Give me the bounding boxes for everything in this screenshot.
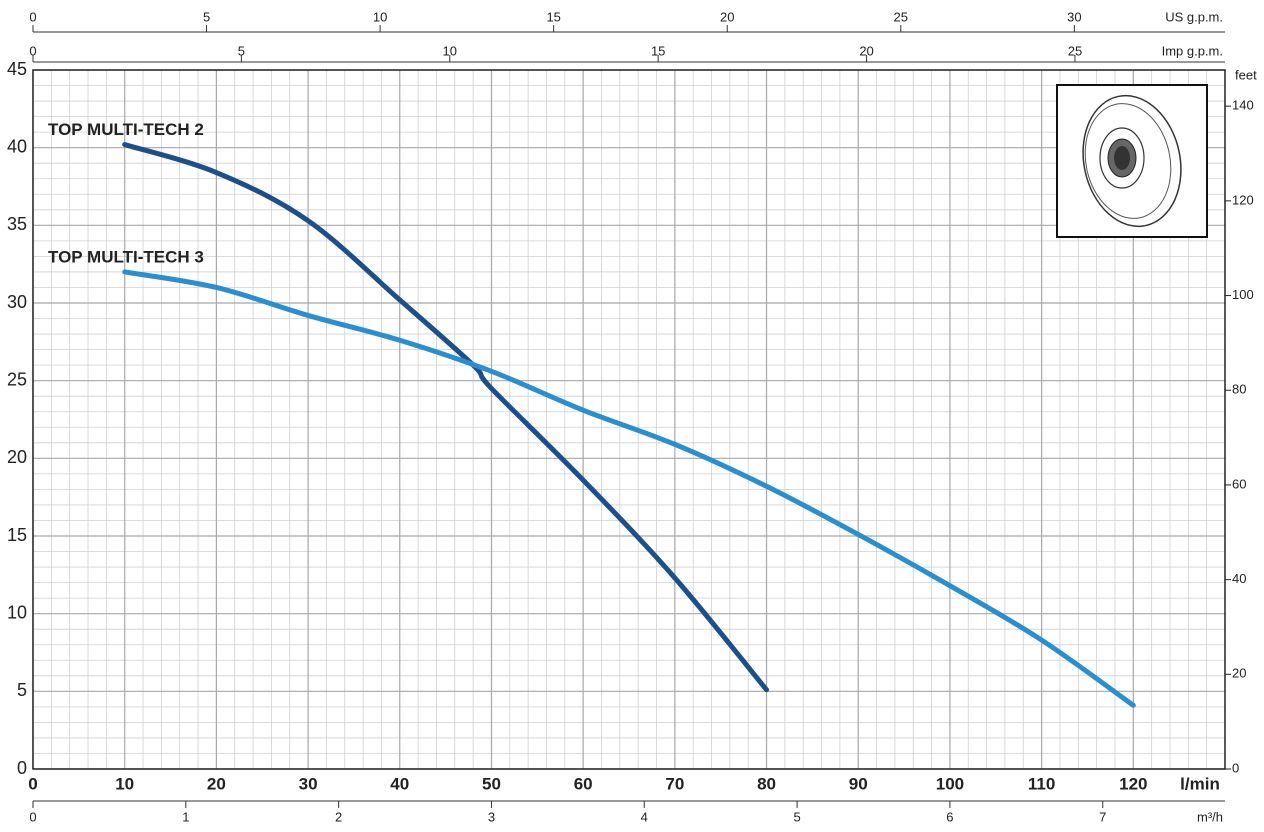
x-tick-label: 20 (207, 774, 226, 793)
y-tick-label: 15 (7, 525, 27, 545)
x-tick-label: 80 (757, 774, 776, 793)
y-tick-label: 30 (7, 292, 27, 312)
secondary-tick-label: 10 (443, 43, 457, 58)
x-tick-label: 70 (665, 774, 684, 793)
x-axis-label: l/min (1180, 774, 1220, 793)
secondary-tick-label: 3 (488, 809, 495, 824)
secondary-tick-label: 5 (793, 809, 800, 824)
y2-tick-label: 40 (1232, 571, 1246, 586)
y-tick-label: 25 (7, 369, 27, 389)
x-tick-label: 100 (936, 774, 964, 793)
y-tick-label: 20 (7, 447, 27, 467)
secondary-tick-label: 15 (651, 43, 665, 58)
y2-tick-label: 60 (1232, 476, 1246, 491)
y2-tick-label: 120 (1232, 192, 1254, 207)
secondary-tick-label: 5 (238, 43, 245, 58)
secondary-tick-label: 2 (335, 809, 342, 824)
x-tick-label: 120 (1119, 774, 1147, 793)
y2-tick-label: 100 (1232, 287, 1254, 302)
y-tick-label: 0 (17, 758, 27, 778)
secondary-tick-label: 6 (946, 809, 953, 824)
series-label: TOP MULTI-TECH 3 (48, 247, 204, 266)
y-tick-label: 40 (7, 136, 27, 156)
y-tick-label: 45 (7, 59, 27, 79)
secondary-axis-label: Imp g.p.m. (1162, 43, 1223, 58)
secondary-tick-label: 0 (29, 809, 36, 824)
y2-tick-label: 140 (1232, 98, 1254, 113)
secondary-tick-label: 30 (1067, 9, 1081, 24)
y2-tick-label: 0 (1232, 760, 1239, 775)
x-tick-label: 30 (299, 774, 318, 793)
curve (122, 142, 770, 693)
y2-axis-label: feet (1235, 67, 1257, 82)
secondary-tick-label: 20 (720, 9, 734, 24)
x-tick-label: 40 (390, 774, 409, 793)
x-tick-label: 0 (28, 774, 37, 793)
secondary-tick-label: 5 (203, 9, 210, 24)
x-tick-label: 60 (574, 774, 593, 793)
y-tick-label: 10 (7, 602, 27, 622)
x-tick-label: 90 (849, 774, 868, 793)
x-tick-label: 110 (1028, 774, 1055, 793)
plot-frame (32, 69, 1226, 770)
secondary-tick-label: 15 (546, 9, 560, 24)
secondary-tick-label: 25 (1068, 43, 1082, 58)
y2-tick-label: 80 (1232, 382, 1246, 397)
secondary-tick-label: 20 (859, 43, 873, 58)
secondary-tick-label: 1 (182, 809, 189, 824)
y2-tick-label: 20 (1232, 666, 1246, 681)
pump-icon (1056, 84, 1208, 238)
series-label: TOP MULTI-TECH 2 (48, 120, 204, 139)
secondary-tick-label: 0 (29, 43, 36, 58)
secondary-tick-label: 7 (1099, 809, 1106, 824)
secondary-axis-label: US g.p.m. (1165, 9, 1223, 24)
secondary-tick-label: 4 (641, 809, 648, 824)
y-tick-label: 5 (17, 680, 27, 700)
curve (122, 269, 1136, 708)
secondary-axis-label: m³/h (1197, 809, 1223, 824)
x-tick-label: 10 (115, 774, 134, 793)
secondary-tick-label: 10 (373, 9, 387, 24)
secondary-tick-label: 25 (894, 9, 908, 24)
x-tick-label: 50 (482, 774, 501, 793)
y-tick-label: 35 (7, 214, 27, 234)
secondary-tick-label: 0 (29, 9, 36, 24)
